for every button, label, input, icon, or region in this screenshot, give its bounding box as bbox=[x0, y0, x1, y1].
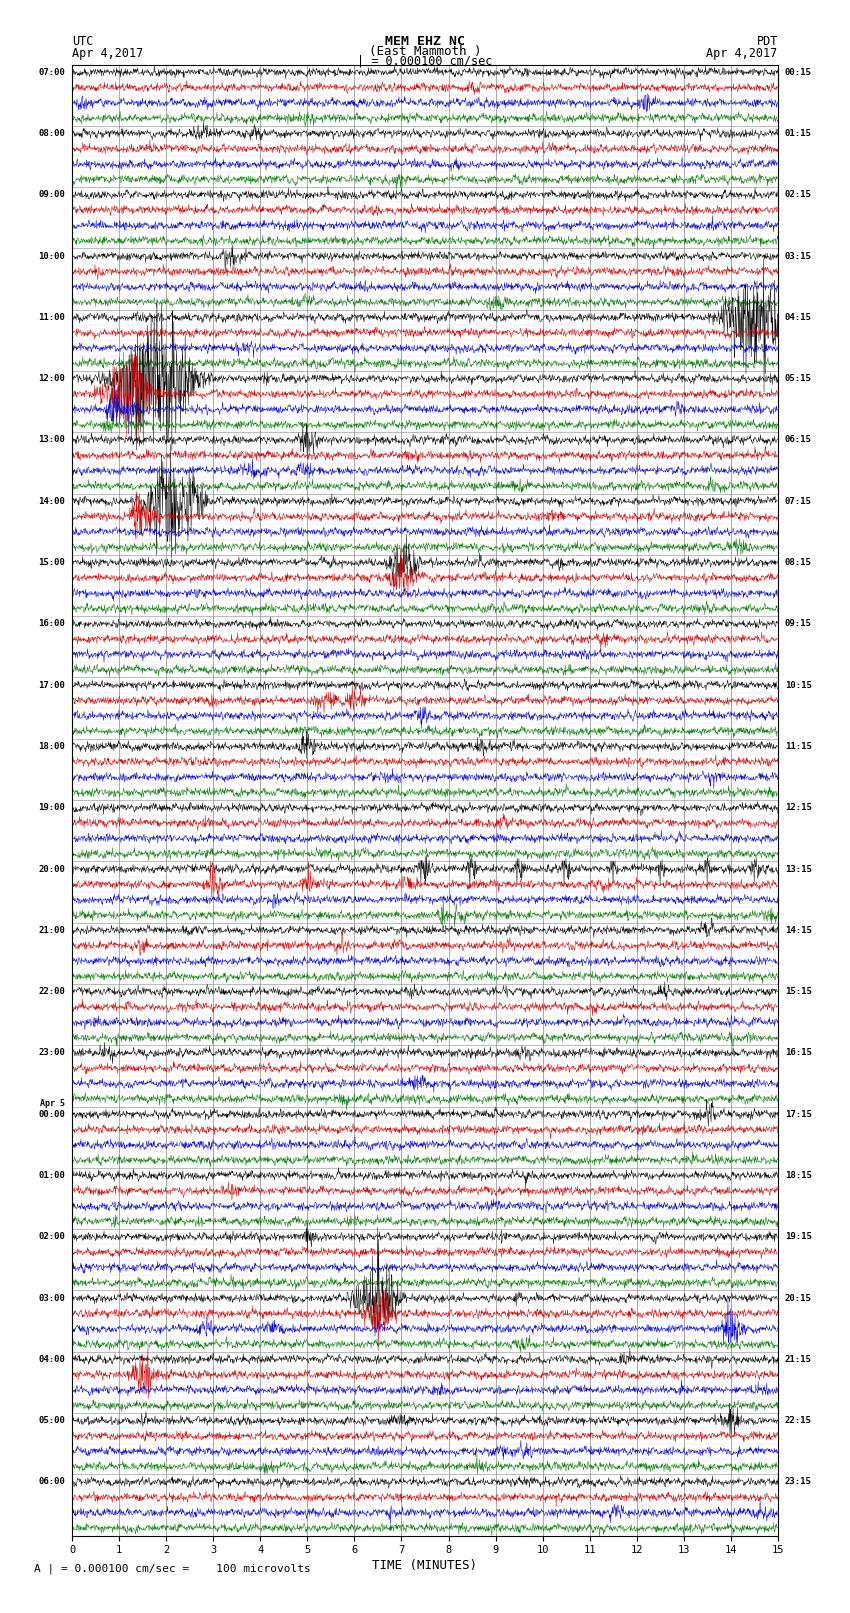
Text: 06:00: 06:00 bbox=[38, 1478, 65, 1487]
Text: 04:00: 04:00 bbox=[38, 1355, 65, 1365]
Text: 03:00: 03:00 bbox=[38, 1294, 65, 1303]
Text: 21:00: 21:00 bbox=[38, 926, 65, 936]
Text: 03:15: 03:15 bbox=[785, 252, 812, 261]
Text: 06:15: 06:15 bbox=[785, 436, 812, 445]
Text: 10:15: 10:15 bbox=[785, 681, 812, 690]
Text: 19:00: 19:00 bbox=[38, 803, 65, 813]
Text: | = 0.000100 cm/sec: | = 0.000100 cm/sec bbox=[357, 55, 493, 68]
Text: UTC: UTC bbox=[72, 35, 94, 48]
Text: Apr 4,2017: Apr 4,2017 bbox=[72, 47, 144, 60]
Text: 13:15: 13:15 bbox=[785, 865, 812, 874]
Text: 15:15: 15:15 bbox=[785, 987, 812, 997]
Text: 01:15: 01:15 bbox=[785, 129, 812, 139]
Text: 08:00: 08:00 bbox=[38, 129, 65, 139]
Text: PDT: PDT bbox=[756, 35, 778, 48]
Text: 01:00: 01:00 bbox=[38, 1171, 65, 1181]
Text: 23:00: 23:00 bbox=[38, 1048, 65, 1058]
Text: 04:15: 04:15 bbox=[785, 313, 812, 323]
Text: 22:15: 22:15 bbox=[785, 1416, 812, 1426]
Text: 07:00: 07:00 bbox=[38, 68, 65, 77]
Text: 20:00: 20:00 bbox=[38, 865, 65, 874]
Text: 11:00: 11:00 bbox=[38, 313, 65, 323]
Text: 05:00: 05:00 bbox=[38, 1416, 65, 1426]
Text: Apr 5: Apr 5 bbox=[40, 1098, 65, 1108]
Text: 16:00: 16:00 bbox=[38, 619, 65, 629]
Text: 07:15: 07:15 bbox=[785, 497, 812, 506]
Text: A | = 0.000100 cm/sec =    100 microvolts: A | = 0.000100 cm/sec = 100 microvolts bbox=[34, 1563, 311, 1574]
Text: 20:15: 20:15 bbox=[785, 1294, 812, 1303]
Text: 02:15: 02:15 bbox=[785, 190, 812, 200]
Text: 12:15: 12:15 bbox=[785, 803, 812, 813]
Text: 18:00: 18:00 bbox=[38, 742, 65, 752]
Text: 18:15: 18:15 bbox=[785, 1171, 812, 1181]
Text: 12:00: 12:00 bbox=[38, 374, 65, 384]
Text: 21:15: 21:15 bbox=[785, 1355, 812, 1365]
Text: 00:00: 00:00 bbox=[38, 1110, 65, 1119]
Text: 23:15: 23:15 bbox=[785, 1478, 812, 1487]
Text: 14:00: 14:00 bbox=[38, 497, 65, 506]
Text: (East Mammoth ): (East Mammoth ) bbox=[369, 45, 481, 58]
Text: 11:15: 11:15 bbox=[785, 742, 812, 752]
Text: 17:15: 17:15 bbox=[785, 1110, 812, 1119]
Text: 09:15: 09:15 bbox=[785, 619, 812, 629]
Text: Apr 4,2017: Apr 4,2017 bbox=[706, 47, 778, 60]
Text: 09:00: 09:00 bbox=[38, 190, 65, 200]
Text: 00:15: 00:15 bbox=[785, 68, 812, 77]
Text: 08:15: 08:15 bbox=[785, 558, 812, 568]
Text: 13:00: 13:00 bbox=[38, 436, 65, 445]
Text: 10:00: 10:00 bbox=[38, 252, 65, 261]
X-axis label: TIME (MINUTES): TIME (MINUTES) bbox=[372, 1560, 478, 1573]
Text: 19:15: 19:15 bbox=[785, 1232, 812, 1242]
Text: MEM EHZ NC: MEM EHZ NC bbox=[385, 35, 465, 48]
Text: 02:00: 02:00 bbox=[38, 1232, 65, 1242]
Text: 14:15: 14:15 bbox=[785, 926, 812, 936]
Text: 15:00: 15:00 bbox=[38, 558, 65, 568]
Text: 05:15: 05:15 bbox=[785, 374, 812, 384]
Text: 22:00: 22:00 bbox=[38, 987, 65, 997]
Text: 17:00: 17:00 bbox=[38, 681, 65, 690]
Text: 16:15: 16:15 bbox=[785, 1048, 812, 1058]
